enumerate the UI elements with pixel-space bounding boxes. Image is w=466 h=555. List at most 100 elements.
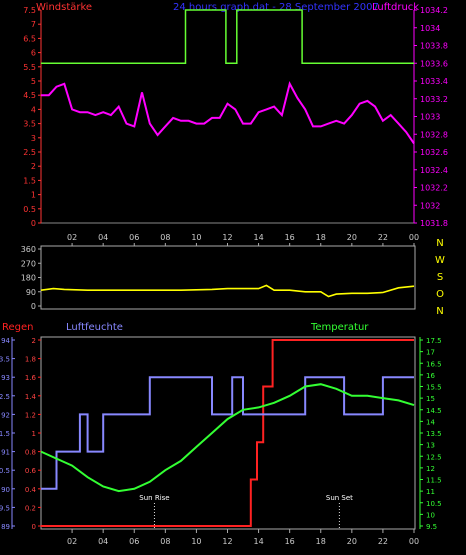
temperature-tick-label: 11.5: [426, 477, 442, 485]
compass-label: S: [437, 272, 443, 283]
direction-tick-label: 360: [21, 245, 36, 254]
left-tick-label: 5.5: [23, 63, 36, 72]
left-tick-label: 3.5: [23, 120, 36, 129]
direction-tick-label: 90: [26, 288, 36, 297]
rain-tick-label: 0.4: [25, 486, 37, 494]
x-tick-label: 14: [253, 233, 263, 242]
humidity-axis-title: Luftfeuchte: [66, 322, 123, 333]
x-tick-label: 20: [347, 233, 357, 242]
humidity-tick-label: 93: [1, 374, 10, 382]
rain-tick-label: 0.6: [25, 467, 37, 475]
temperature-tick-label: 10: [426, 511, 435, 519]
humidity-tick-label: 92.5: [0, 393, 10, 401]
left-tick-label: 0.5: [23, 205, 36, 214]
pressure-line: [41, 9, 414, 65]
temperature-tick-label: 15: [426, 395, 435, 403]
wind-pressure-chart: Windstärke 24 hours graph.dat - 28 Septe…: [23, 2, 448, 228]
right-tick-label: 1032.8: [420, 130, 448, 139]
humidity-tick-label: 89.5: [0, 504, 10, 512]
left-tick-label: 5: [31, 77, 36, 86]
x-tick-label: 22: [378, 233, 388, 242]
left-tick-label: 7.5: [23, 6, 36, 15]
temperature-tick-label: 14: [426, 418, 435, 426]
x-tick-label: 18: [316, 233, 326, 242]
x-tick-label: 14: [253, 537, 263, 546]
humidity-tick-label: 92: [1, 411, 10, 419]
x-tick-label: 06: [129, 537, 139, 546]
x-tick-label: 02: [67, 233, 77, 242]
left-tick-label: 4.5: [23, 91, 36, 100]
rain-tick-label: 1: [32, 430, 36, 438]
wind-speed-line: [41, 81, 415, 145]
humidity-tick-label: 90: [1, 486, 10, 494]
rain-tick-label: 1.8: [25, 356, 36, 364]
temperature-tick-label: 17: [426, 349, 435, 357]
temperature-tick-label: 15.5: [426, 384, 442, 392]
temperature-tick-label: 16: [426, 372, 435, 380]
temperature-tick-label: 9.5: [426, 523, 437, 531]
wind-direction-line: [40, 284, 415, 298]
rain-tick-label: 2: [32, 337, 36, 345]
temperature-tick-label: 12.5: [426, 453, 442, 461]
left-tick-label: 2: [31, 162, 36, 171]
x-tick-label: 18: [316, 537, 326, 546]
temperature-line: [40, 383, 415, 493]
rain-humidity-temperature-chart: Regen Luftfeuchte Temperatur 89 89.5 90 90.…: [0, 322, 442, 546]
x-tick-label: 16: [285, 233, 295, 242]
humidity-tick-label: 94: [1, 337, 10, 345]
compass-label: N: [436, 306, 443, 317]
humidity-tick-label: 89: [1, 523, 10, 531]
temperature-axis-title: Temperatur: [310, 322, 369, 333]
left-tick-label: 0: [31, 219, 36, 228]
x-tick-label: 20: [347, 537, 357, 546]
x-tick-label: 04: [98, 537, 108, 546]
right-tick-label: 1033.4: [420, 77, 448, 86]
x-tick-label: 10: [191, 537, 201, 546]
right-tick-label: 1031.8: [420, 219, 448, 228]
temperature-tick-label: 12: [426, 465, 435, 473]
rain-axis-title: Regen: [2, 322, 34, 333]
left-tick-label: 7: [31, 20, 36, 29]
humidity-tick-label: 91.5: [0, 430, 10, 438]
left-tick-label: 6.5: [23, 34, 36, 43]
right-tick-label: 1032.2: [420, 184, 448, 193]
x-tick-label: 12: [222, 233, 232, 242]
x-tick-label: 04: [98, 233, 108, 242]
x-tick-label: 00: [409, 537, 419, 546]
compass-label: N: [436, 238, 443, 249]
compass-label: O: [436, 289, 444, 300]
rain-tick-label: 1.4: [25, 393, 37, 401]
rain-tick-label: 1.6: [25, 374, 37, 382]
x-tick-label: 02: [67, 537, 77, 546]
right-tick-label: 1032: [420, 201, 440, 210]
rain-tick-label: 0: [32, 523, 36, 531]
right-tick-label: 1034.2: [420, 6, 448, 15]
right-axis-title: Luftdruck: [372, 2, 419, 13]
direction-tick-label: 0: [31, 302, 36, 311]
right-tick-label: 1033.8: [420, 42, 448, 51]
humidity-tick-label: 93.5: [0, 356, 10, 364]
rain-tick-label: 0.2: [25, 504, 36, 512]
direction-tick-label: 180: [21, 274, 36, 283]
left-axis-title: Windstärke: [36, 2, 92, 13]
temperature-tick-label: 13: [426, 442, 435, 450]
rain-tick-label: 1.2: [25, 411, 36, 419]
right-tick-label: 1034: [420, 24, 440, 33]
x-tick-label: 08: [160, 537, 170, 546]
humidity-line: [41, 376, 414, 490]
temperature-tick-label: 14.5: [426, 407, 442, 415]
left-tick-label: 6: [31, 49, 36, 58]
rain-tick-label: 0.8: [25, 449, 36, 457]
temperature-tick-label: 13.5: [426, 430, 442, 438]
sunset-label: Sun Set: [326, 494, 353, 502]
x-tick-label: 12: [222, 537, 232, 546]
humidity-tick-label: 90.5: [0, 467, 10, 475]
right-tick-label: 1032.6: [420, 148, 448, 157]
x-tick-label: 00: [409, 233, 419, 242]
x-tick-label: 22: [378, 537, 388, 546]
sunrise-label: Sun Rise: [139, 494, 169, 502]
direction-tick-label: 270: [21, 259, 36, 268]
right-tick-label: 1033.2: [420, 95, 448, 104]
